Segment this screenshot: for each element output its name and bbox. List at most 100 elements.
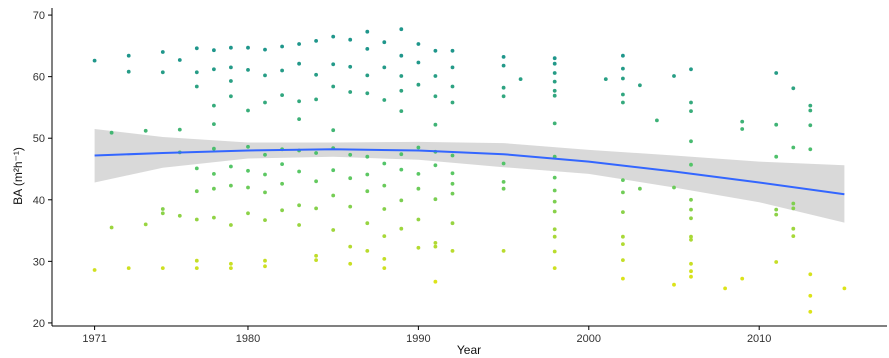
- data-point: [774, 71, 779, 75]
- data-point: [246, 108, 250, 113]
- data-point: [331, 128, 336, 133]
- data-point: [160, 50, 165, 54]
- data-point: [348, 37, 353, 42]
- data-point: [689, 100, 693, 105]
- data-point: [621, 258, 625, 262]
- data-point: [212, 103, 216, 108]
- data-point: [382, 207, 387, 211]
- data-point: [399, 109, 404, 113]
- data-point: [263, 172, 267, 177]
- data-point: [433, 163, 438, 168]
- data-point: [689, 139, 693, 144]
- data-point: [246, 144, 250, 149]
- data-point: [552, 93, 557, 98]
- data-point: [416, 42, 421, 46]
- x-axis-title: Year: [457, 343, 481, 357]
- y-tick-label: 30: [33, 256, 45, 268]
- data-point: [160, 207, 165, 211]
- data-point: [229, 261, 233, 266]
- data-point: [331, 84, 336, 89]
- x-tick-label: 2010: [747, 333, 771, 345]
- data-point: [348, 261, 353, 266]
- data-point: [365, 29, 370, 34]
- data-point: [160, 70, 165, 75]
- data-point: [399, 226, 404, 231]
- data-point: [348, 64, 353, 69]
- data-point: [365, 154, 370, 159]
- data-point: [280, 208, 284, 213]
- data-point: [212, 186, 216, 191]
- data-point: [774, 260, 779, 264]
- data-point: [314, 72, 318, 77]
- data-point: [689, 237, 693, 242]
- data-point: [501, 161, 506, 166]
- data-point: [297, 42, 301, 46]
- data-point: [177, 127, 182, 132]
- axes-layer: 20 30 40 50 60 70 1971 1980 1990 2000 2010: [33, 8, 887, 345]
- data-point: [365, 47, 370, 51]
- data-point: [501, 55, 506, 59]
- data-point: [399, 152, 404, 157]
- data-point: [552, 234, 557, 239]
- data-point: [638, 186, 642, 191]
- data-point: [297, 223, 301, 227]
- y-tick-label: 70: [33, 10, 45, 22]
- data-point: [791, 226, 796, 231]
- data-point: [808, 103, 813, 108]
- data-point: [246, 168, 250, 173]
- data-point: [552, 209, 557, 214]
- y-tick-label: 40: [33, 195, 45, 207]
- data-point: [160, 266, 165, 270]
- data-point: [433, 48, 438, 53]
- data-point: [229, 79, 233, 83]
- data-point: [552, 56, 557, 61]
- data-point: [246, 211, 250, 216]
- data-point: [433, 94, 438, 99]
- data-point: [791, 86, 796, 91]
- data-point: [621, 190, 625, 195]
- data-points-layer: [92, 27, 847, 314]
- data-point: [229, 266, 233, 270]
- data-point: [672, 282, 676, 287]
- data-point: [774, 212, 779, 217]
- data-point: [552, 175, 557, 180]
- data-point: [791, 145, 796, 150]
- data-point: [143, 128, 148, 133]
- data-point: [263, 258, 267, 263]
- data-point: [621, 92, 625, 97]
- data-point: [621, 178, 625, 183]
- data-point: [399, 88, 404, 93]
- data-point: [552, 121, 557, 126]
- data-point: [416, 245, 421, 250]
- data-point: [552, 88, 557, 93]
- data-point: [774, 122, 779, 127]
- data-point: [331, 62, 336, 67]
- data-point: [552, 188, 557, 193]
- data-point: [212, 146, 216, 151]
- data-point: [689, 234, 693, 239]
- data-point: [314, 258, 318, 262]
- data-point: [109, 130, 114, 135]
- data-point: [433, 74, 438, 78]
- data-point: [433, 279, 438, 284]
- data-point: [399, 27, 404, 32]
- y-tick-label: 20: [33, 318, 45, 330]
- data-point: [365, 189, 370, 194]
- data-point: [552, 266, 557, 270]
- data-point: [194, 70, 199, 75]
- data-point: [501, 186, 506, 191]
- data-point: [280, 162, 284, 167]
- data-point: [552, 79, 557, 84]
- data-point: [689, 274, 693, 279]
- data-point: [501, 85, 506, 90]
- data-point: [212, 215, 216, 220]
- data-point: [194, 258, 199, 263]
- data-point: [689, 216, 693, 221]
- data-point: [348, 204, 353, 209]
- data-point: [92, 268, 97, 272]
- data-point: [126, 69, 131, 74]
- data-point: [740, 119, 745, 124]
- data-point: [382, 234, 387, 239]
- data-point: [280, 93, 284, 97]
- data-point: [194, 266, 199, 270]
